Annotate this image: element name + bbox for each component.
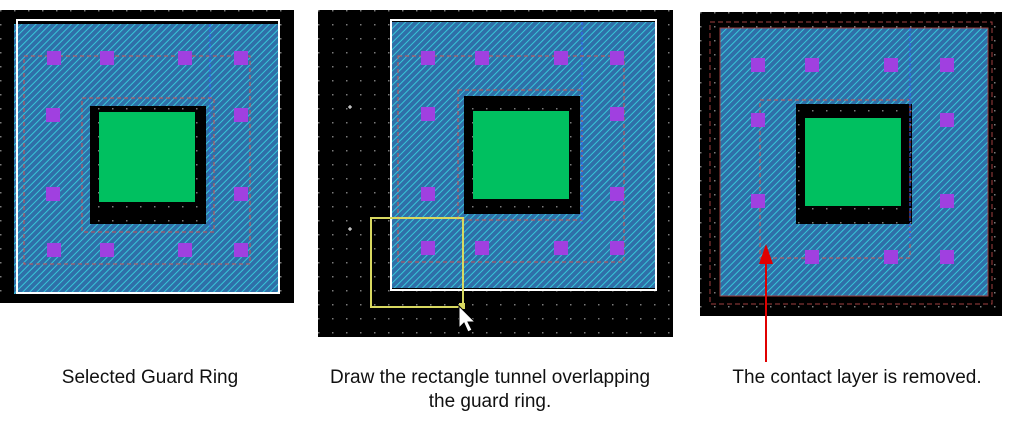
caption-draw-tunnel: Draw the rectangle tunnel overlapping th…: [300, 366, 680, 414]
diffusion-block: [473, 111, 569, 199]
layout-canvas-2[interactable]: [318, 10, 673, 337]
guard-ring: [390, 22, 656, 288]
caption-contact-removed: The contact layer is removed.: [732, 367, 982, 388]
layout-panel-draw-tunnel[interactable]: [318, 10, 673, 337]
contacts: [421, 51, 624, 255]
contacts: [751, 58, 954, 264]
caption-draw-tunnel-line1: Draw the rectangle tunnel overlapping: [329, 367, 651, 388]
layout-panel-contact-removed[interactable]: [700, 12, 1002, 316]
layout-canvas-3[interactable]: [700, 12, 1002, 316]
red-arrow-annotation: [759, 244, 773, 362]
caption-selected-guard-ring: Selected Guard Ring: [61, 367, 239, 388]
layout-canvas-1[interactable]: [0, 10, 294, 303]
selection-outline: [390, 19, 657, 291]
caption-draw-tunnel-line2: the guard ring.: [428, 391, 552, 412]
guard-ring: [720, 28, 988, 296]
origin-markers: [348, 105, 352, 231]
tunnel-rectangle: [370, 217, 464, 308]
diffusion-block: [805, 118, 901, 206]
layout-panel-selected-guard-ring[interactable]: [0, 10, 294, 303]
diffusion-block: [99, 112, 195, 202]
arrow-cursor-icon: [458, 304, 477, 333]
contacts: [46, 51, 248, 257]
selection-outline: [16, 19, 280, 294]
